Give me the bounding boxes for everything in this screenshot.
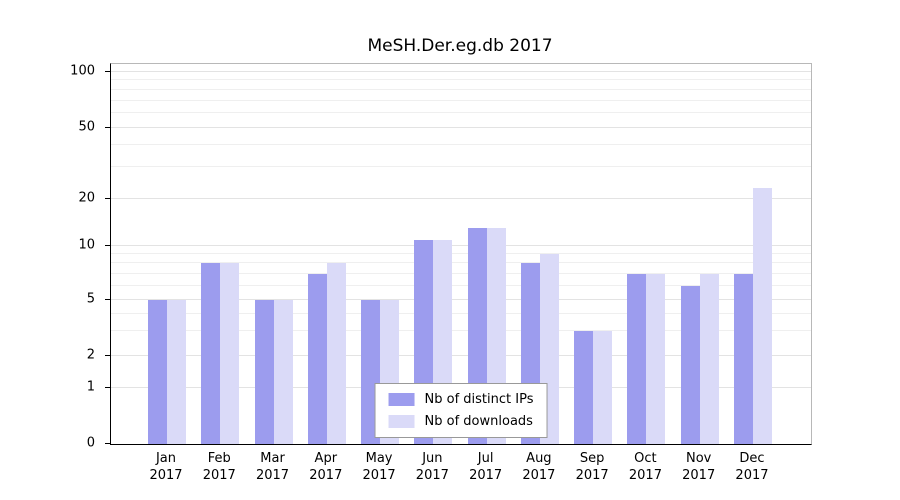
x-label-year: 2017 [309, 468, 343, 483]
x-tick-label-jul: Jul 2017 [458, 450, 514, 484]
bar-distinct-ips-apr [307, 273, 327, 444]
x-label-month: Jan [155, 451, 177, 466]
y-tick-label: 5 [86, 291, 95, 307]
gridline-minor [111, 112, 811, 114]
x-label-year: 2017 [628, 468, 662, 483]
gridline-minor [111, 284, 811, 286]
y-tick-label: 2 [86, 347, 95, 363]
gridline-minor [111, 312, 811, 314]
bar-downloads-mar [273, 299, 293, 444]
y-tick-label: 20 [78, 190, 95, 206]
bar-downloads-jan [167, 299, 186, 444]
x-label-year: 2017 [522, 468, 556, 483]
gridline-major [111, 354, 811, 356]
bar-distinct-ips-dec [733, 273, 753, 444]
x-label-month: Oct [634, 451, 657, 466]
legend-label-downloads: Nb of downloads [424, 414, 533, 429]
gridline-major [111, 70, 811, 72]
y-tick-label: 100 [70, 63, 95, 79]
bar-downloads-apr [326, 263, 346, 444]
y-tick-mark [105, 70, 110, 72]
plot-area: Nb of distinct IPs Nb of downloads [110, 63, 812, 445]
x-label-year: 2017 [682, 468, 716, 483]
bar-downloads-oct [646, 273, 666, 444]
x-axis: Jan 2017 Feb 2017 Mar 2017 Apr 2017 May 2017 Jun 20… [110, 450, 810, 490]
x-tick-label-feb: Feb 2017 [191, 450, 247, 484]
bar-distinct-ips-jan [148, 299, 167, 444]
gridline-minor [111, 88, 811, 90]
y-tick-label: 50 [78, 119, 95, 135]
x-label-month: Feb [207, 451, 231, 466]
gridline-minor [111, 262, 811, 264]
x-tick-label-apr: Apr 2017 [298, 450, 354, 484]
legend-item-distinct-ips: Nb of distinct IPs [388, 392, 534, 407]
x-tick-label-nov: Nov 2017 [671, 450, 727, 484]
x-label-year: 2017 [469, 468, 503, 483]
x-label-year: 2017 [362, 468, 396, 483]
legend-swatch-distinct-ips [388, 393, 415, 406]
x-label-year: 2017 [149, 468, 183, 483]
x-tick-label-may: May 2017 [351, 450, 407, 484]
bar-distinct-ips-sep [574, 331, 594, 444]
bar-distinct-ips-nov [680, 285, 700, 444]
legend-swatch-downloads [388, 415, 415, 428]
y-tick-label: 10 [78, 237, 95, 253]
y-tick-label: 1 [86, 379, 95, 395]
y-tick-mark [105, 443, 110, 444]
y-tick-mark [105, 354, 110, 356]
bar-downloads-sep [593, 331, 613, 444]
x-label-year: 2017 [415, 468, 449, 483]
x-label-month: Mar [260, 451, 285, 466]
y-tick-mark [105, 126, 110, 128]
y-tick-label: 0 [86, 435, 95, 451]
x-label-month: Apr [314, 451, 338, 466]
x-label-month: Jul [477, 451, 494, 466]
x-tick-label-dec: Dec 2017 [724, 450, 780, 484]
gridline-minor [111, 330, 811, 332]
x-label-month: Aug [526, 451, 552, 466]
x-label-month: Dec [739, 451, 765, 466]
x-tick-label-jun: Jun 2017 [404, 450, 460, 484]
x-tick-label-aug: Aug 2017 [511, 450, 567, 484]
gridline-minor [111, 253, 811, 255]
legend-label-distinct-ips: Nb of distinct IPs [424, 392, 534, 407]
legend: Nb of distinct IPs Nb of downloads [374, 383, 548, 438]
x-tick-label-sep: Sep 2017 [564, 450, 620, 484]
x-label-month: Nov [686, 451, 712, 466]
bar-distinct-ips-mar [254, 299, 274, 444]
x-label-month: Jun [422, 451, 443, 466]
gridline-minor [111, 166, 811, 168]
gridline-major [111, 298, 811, 300]
x-label-year: 2017 [255, 468, 290, 483]
x-label-month: May [365, 451, 393, 466]
bar-downloads-dec [752, 188, 772, 444]
gridline-major [111, 197, 811, 199]
gridline-major [111, 126, 811, 128]
x-label-month: Sep [579, 451, 605, 466]
x-label-year: 2017 [202, 468, 236, 483]
y-tick-mark [105, 197, 110, 199]
x-tick-label-oct: Oct 2017 [617, 450, 673, 484]
x-tick-label-mar: Mar 2017 [245, 450, 301, 484]
legend-item-downloads: Nb of downloads [388, 414, 534, 429]
chart-title: MeSH.Der.eg.db 2017 [367, 36, 553, 56]
bar-downloads-nov [699, 273, 719, 444]
y-tick-mark [105, 245, 110, 247]
bar-downloads-feb [220, 263, 240, 444]
gridline-minor [111, 79, 811, 81]
gridline-minor [111, 144, 811, 146]
y-tick-mark [105, 387, 110, 389]
y-axis: 0 1 2 5 10 20 50 100 [0, 63, 110, 451]
gridline-minor [111, 99, 811, 101]
x-label-year: 2017 [735, 468, 769, 483]
gridline-major [111, 245, 811, 247]
bar-distinct-ips-oct [627, 273, 647, 444]
gridline-minor [111, 272, 811, 274]
x-tick-label-jan: Jan 2017 [138, 450, 194, 484]
bar-distinct-ips-feb [201, 263, 221, 444]
x-label-year: 2017 [575, 468, 609, 483]
y-tick-mark [105, 298, 110, 300]
